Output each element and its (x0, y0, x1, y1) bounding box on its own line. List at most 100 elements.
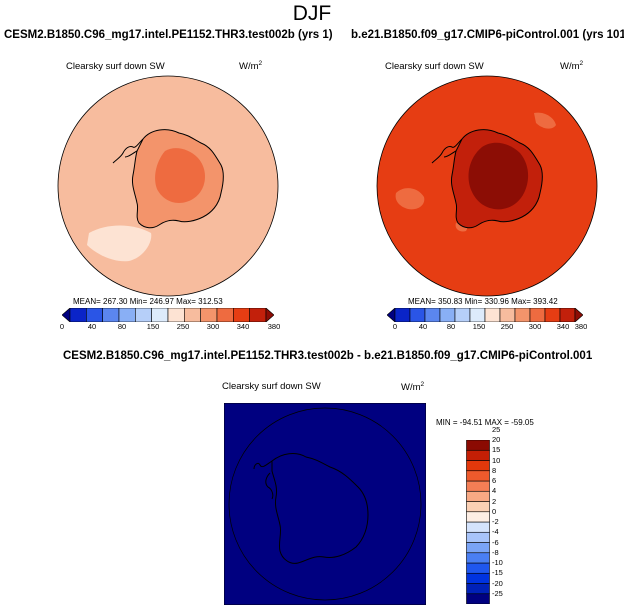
cb1-label: 150 (146, 322, 160, 331)
colorbar-segment (466, 593, 490, 604)
map2-bright-patch (395, 112, 556, 232)
panel1-colorbar (62, 308, 274, 322)
colorbar-max-arrow (265, 308, 274, 322)
colorbar-segment (466, 449, 490, 461)
colorbar-segment (184, 308, 201, 322)
colorbar-segment (135, 308, 152, 322)
cb2-label: 380 (574, 322, 588, 331)
colorbar-segment (118, 308, 136, 322)
colorbar-segment (469, 308, 486, 322)
map2-interior (468, 142, 529, 210)
cb1-label: 300 (206, 322, 220, 331)
cb2-label: 80 (446, 322, 456, 331)
cb3-label: 4 (492, 486, 497, 496)
colorbar-segment (167, 308, 185, 322)
cb1-label: 340 (236, 322, 250, 331)
colorbar-max-arrow (574, 308, 583, 322)
panel1-map (57, 75, 279, 297)
colorbar-min-arrow (387, 308, 396, 322)
colorbar-segment (394, 308, 411, 322)
panel2-colorbar (387, 308, 583, 322)
cb3-label: -2 (492, 517, 499, 526)
panel3-colorbar-labels: -25 -20 -15 -10 -8 -6 -4 -2 0 2 4 6 8 10 15 20 25 (492, 425, 522, 604)
cb3-label: 0 (492, 506, 497, 516)
colorbar-segment (466, 511, 490, 523)
cb3-label: 20 (492, 435, 501, 444)
map3-field (224, 403, 426, 605)
colorbar-segment (466, 562, 490, 574)
panel2-colorbar-labels: 0 40 80 150 250 300 340 380 (387, 322, 587, 334)
main-title: DJF (292, 2, 332, 25)
panel1-colorbar-labels: 0 40 80 150 250 300 340 380 (60, 322, 280, 334)
cb3-label: 15 (492, 445, 501, 455)
panel3-units: W/m2 (401, 381, 425, 394)
cb1-label: 80 (117, 322, 127, 331)
colorbar-segment (466, 490, 490, 502)
panel3-title: CESM2.B1850.C96_mg17.intel.PE1152.THR3.t… (63, 350, 593, 362)
panel2-units: W/m2 (560, 60, 584, 73)
cb1-label: 40 (87, 322, 97, 331)
colorbar-segment (200, 308, 218, 322)
map2-antarctic-peninsula (431, 138, 463, 164)
cb3-label: -25 (492, 588, 503, 598)
cb3-label: 8 (492, 465, 497, 475)
colorbar-segment (424, 308, 441, 322)
cb2-label: 250 (500, 322, 514, 331)
cb3-label: 10 (492, 455, 501, 465)
panel1-stats: MEAN= 267.30 Min= 246.97 Max= 312.53 (73, 297, 223, 306)
colorbar-segment (466, 480, 490, 492)
colorbar-segment (466, 501, 490, 513)
colorbar-segment (466, 460, 490, 472)
colorbar-segment (439, 308, 456, 322)
colorbar-segment (409, 308, 426, 322)
colorbar-segment (544, 308, 561, 322)
colorbar-min-arrow (62, 308, 71, 322)
colorbar-segment (233, 308, 250, 322)
cb1-label: 250 (176, 322, 190, 331)
panel3-map (224, 403, 426, 605)
panel2-field-label: Clearsky surf down SW (385, 61, 484, 72)
panel3-field-label: Clearsky surf down SW (222, 381, 321, 392)
cb3-label: -15 (492, 568, 503, 578)
cb3-label: -8 (492, 547, 499, 557)
colorbar-segment (102, 308, 120, 322)
colorbar-segment (151, 308, 169, 322)
colorbar-segment (466, 470, 490, 482)
cb1-label: 0 (59, 322, 65, 331)
map1-bright-patch (87, 225, 152, 262)
colorbar-segment (499, 308, 516, 322)
cb3-label: 25 (492, 424, 501, 434)
map1-antarctic-peninsula (112, 138, 144, 164)
cb2-label: 0 (392, 322, 398, 331)
colorbar-segment (514, 308, 531, 322)
cb3-label: -20 (492, 578, 503, 588)
map3-antarctic-peninsula (253, 460, 274, 500)
cb2-label: 300 (528, 322, 542, 331)
cb3-label: 6 (492, 476, 497, 485)
cb3-label: -10 (492, 558, 503, 567)
colorbar-segment (466, 542, 490, 554)
panel2-stats: MEAN= 350.83 Min= 330.96 Max= 393.42 (408, 297, 558, 306)
colorbar-segment (466, 531, 490, 543)
panel1-title: CESM2.B1850.C96_mg17.intel.PE1152.THR3.t… (4, 29, 333, 41)
colorbar-segment (86, 308, 103, 322)
cb2-label: 340 (556, 322, 570, 331)
colorbar-segment (466, 552, 490, 564)
colorbar-segment (249, 308, 267, 322)
cb3-label: -6 (492, 537, 499, 547)
panel3-stats: MIN = -94.51 MAX = -59.05 (436, 418, 534, 427)
colorbar-segment (69, 308, 87, 322)
colorbar-segment (466, 583, 490, 595)
colorbar-segment (484, 308, 501, 322)
colorbar-segment (466, 572, 490, 584)
panel1-field-label: Clearsky surf down SW (66, 61, 165, 72)
map1-interior (155, 148, 205, 203)
colorbar-segment (559, 308, 576, 322)
colorbar-segment (466, 440, 490, 451)
cb3-label: -4 (492, 527, 499, 537)
panel2-map (376, 75, 598, 297)
colorbar-segment (454, 308, 471, 322)
map3-outline-circle (228, 407, 422, 601)
panel2-title: b.e21.B1850.f09_g17.CMIP6-piControl.001 … (351, 29, 624, 41)
cb1-label: 380 (267, 322, 281, 331)
